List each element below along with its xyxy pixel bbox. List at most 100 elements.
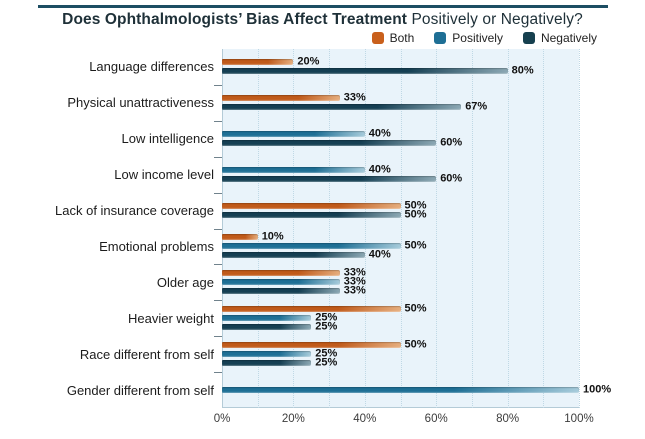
gridline xyxy=(436,49,438,408)
legend-label: Negatively xyxy=(540,31,597,45)
category-label: Low income level xyxy=(114,167,214,183)
bar-value-label: 80% xyxy=(511,64,534,77)
bar-value-label: 50% xyxy=(404,208,427,221)
bar-group: 50% 50% xyxy=(222,193,579,229)
bar-value-label: 100% xyxy=(583,383,612,396)
bar-negatively: 60% xyxy=(222,173,462,184)
bar-both: 50% xyxy=(222,200,427,211)
bar-value-label: 20% xyxy=(297,55,320,68)
bar-group: 50% 25% 25% xyxy=(222,336,579,372)
category-label: Heavier weight xyxy=(128,310,214,326)
chart-title-main: Does Ophthalmologists’ Bias Affect Treat… xyxy=(62,11,408,28)
bar-value-label: 33% xyxy=(343,284,366,297)
bar-group: 33% 33% 33% xyxy=(222,264,579,300)
bar-value-label: 33% xyxy=(343,91,366,104)
bar-value-label: 33% xyxy=(343,266,366,279)
bar-group: 33% 67% xyxy=(222,85,579,121)
bar-positively: 40% xyxy=(222,128,391,139)
legend-item-negatively: Negatively xyxy=(522,31,597,45)
x-axis-tick-label: 100% xyxy=(564,413,594,425)
gridline xyxy=(364,49,366,408)
gridline xyxy=(400,49,402,408)
bar-value-label: 50% xyxy=(404,302,427,315)
bar-group: 20% 80% xyxy=(222,49,579,85)
bar-positively: 33% xyxy=(222,276,366,287)
legend-item-both: Both xyxy=(371,31,415,45)
bar-group: 100% xyxy=(222,372,611,408)
bar-positively: 25% xyxy=(222,312,337,323)
bar-negatively: 80% xyxy=(222,65,534,76)
bar-negatively: 40% xyxy=(222,249,391,260)
bar-positively: 25% xyxy=(222,348,337,359)
bar-negatively: 33% xyxy=(222,285,366,296)
legend-swatch-icon xyxy=(371,32,384,44)
gridline xyxy=(579,49,580,408)
bar-negatively: 60% xyxy=(222,137,462,148)
legend-swatch-icon xyxy=(434,32,447,44)
bar-value-label: 60% xyxy=(440,136,463,149)
bar-both: 20% xyxy=(222,56,319,67)
bar-both: 50% xyxy=(222,303,427,314)
axis-tick xyxy=(214,192,222,194)
bar-both: 50% xyxy=(222,339,427,350)
bar-negatively: 25% xyxy=(222,357,337,368)
bar-both: 33% xyxy=(222,267,366,278)
category-label: Gender different from self xyxy=(66,382,214,398)
gridline xyxy=(471,49,473,408)
gridline xyxy=(507,49,509,408)
category-label: Low intelligence xyxy=(121,131,214,147)
bar-group: 50% 25% 25% xyxy=(222,300,579,336)
axis-tick xyxy=(214,264,222,266)
bar-value-label: 50% xyxy=(404,199,427,212)
x-axis-tick-label: 40% xyxy=(353,413,377,425)
category-label: Older age xyxy=(156,274,214,290)
chart-title: Does Ophthalmologists’ Bias Affect Treat… xyxy=(0,11,645,29)
axis-tick xyxy=(214,84,222,86)
category-label: Language differences xyxy=(89,59,214,75)
bar-negatively: 50% xyxy=(222,209,427,220)
bar-group: 40% 60% xyxy=(222,157,579,193)
bar-negatively: 67% xyxy=(222,101,487,112)
bar-positively: 100% xyxy=(222,384,611,395)
bar-value-label: 40% xyxy=(368,163,391,176)
bar-positively: 50% xyxy=(222,240,427,251)
x-axis-tick-label: 80% xyxy=(496,413,520,425)
legend-label: Both xyxy=(389,31,415,45)
axis-tick xyxy=(214,120,222,122)
bar-value-label: 25% xyxy=(315,347,338,360)
bar-value-label: 40% xyxy=(368,248,391,261)
bar-value-label: 25% xyxy=(315,311,338,324)
bar-value-label: 50% xyxy=(404,239,427,252)
bar-value-label: 50% xyxy=(404,338,427,351)
category-label: Emotional problems xyxy=(99,238,214,254)
legend-item-positively: Positively xyxy=(434,31,503,45)
category-label: Race different from self xyxy=(79,346,214,362)
axis-tick xyxy=(214,228,222,230)
bar-both: 33% xyxy=(222,92,366,103)
bar-group: 40% 60% xyxy=(222,121,579,157)
axis-tick xyxy=(214,300,222,302)
bar-positively: 40% xyxy=(222,164,391,175)
legend-label: Positively xyxy=(452,31,503,45)
category-label: Lack of insurance coverage xyxy=(55,203,214,219)
gridline xyxy=(543,49,545,408)
x-axis-tick-label: 0% xyxy=(213,413,231,425)
chart-title-sub: Positively or Negatively? xyxy=(411,11,583,28)
axis-tick xyxy=(214,372,222,374)
bar-both: 10% xyxy=(222,231,284,242)
axis-tick xyxy=(214,156,222,158)
bar-value-label: 60% xyxy=(440,172,463,185)
category-label: Physical unattractiveness xyxy=(67,95,214,111)
x-axis-tick-label: 60% xyxy=(424,413,448,425)
bar-value-label: 25% xyxy=(315,320,338,333)
bar-value-label: 33% xyxy=(343,275,366,288)
bar-value-label: 40% xyxy=(368,127,391,140)
bar-value-label: 10% xyxy=(261,230,284,243)
gridline xyxy=(293,49,295,408)
axis-tick xyxy=(214,336,222,338)
top-border-rule xyxy=(38,5,608,8)
gridline xyxy=(257,49,259,408)
bar-group: 10% 50% 40% xyxy=(222,229,579,265)
legend-swatch-icon xyxy=(522,32,535,44)
